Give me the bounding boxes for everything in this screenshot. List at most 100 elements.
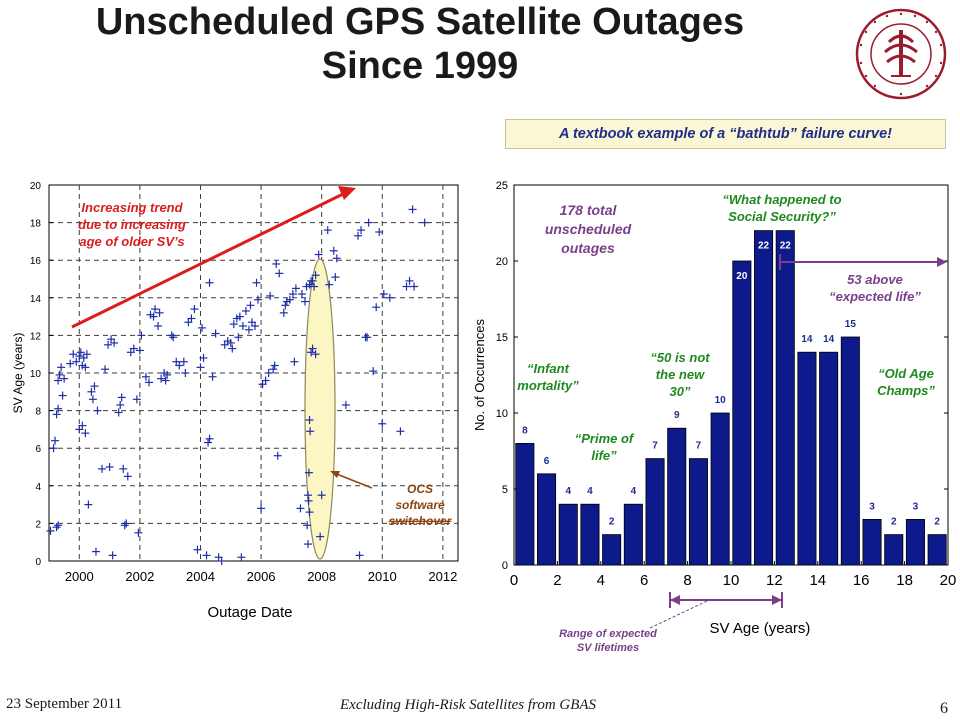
scatter-point [144, 378, 153, 387]
oldage-annotation-line-2: Champs” [877, 383, 935, 398]
bar-chart: 0 5 10 15 20 25 0 2 4 6 8 10 12 14 16 18 20 8 6 4 4 2 4 7 9 7 10 2… [472, 180, 956, 654]
scatter-point [58, 391, 67, 400]
trend-annotation-line-2: due to increasing [78, 217, 186, 232]
scatter-point [270, 361, 279, 370]
scatter-point [81, 429, 90, 438]
bar-value-labels: 8 6 4 4 2 4 7 9 7 10 20 22 22 14 14 15 3 2 3 2 [522, 241, 940, 528]
footer-date: 23 September 2011 [6, 696, 123, 712]
scatter-xlabel: Outage Date [207, 604, 292, 621]
bar-xtick-label: 16 [853, 572, 870, 589]
scatter-point [66, 359, 75, 368]
scatter-point [273, 451, 282, 460]
scatter-xtick-label: 2006 [247, 569, 276, 584]
scatter-point [151, 305, 160, 314]
bar [927, 534, 947, 566]
scatter-point [332, 254, 341, 263]
bar-xtick-label: 18 [896, 572, 913, 589]
title-line-1: Unscheduled GPS Satellite Outages [95, 1, 745, 43]
scatter-point [110, 338, 119, 347]
bar [775, 230, 795, 566]
scatter-point [288, 290, 297, 299]
ocs-ellipse [304, 258, 336, 560]
scatter-point [269, 365, 278, 374]
above-life-arrowhead [937, 257, 947, 267]
scatter-xtick-label: 2000 [65, 569, 94, 584]
footer-title: Excluding High-Risk Satellites from GBAS [340, 697, 597, 713]
scatter-point [357, 226, 366, 235]
scatter-point [314, 250, 323, 259]
scatter-point [279, 308, 288, 317]
scatter-point [217, 557, 226, 565]
bar [797, 351, 817, 566]
ocs-arrow [333, 472, 373, 489]
scatter-point [154, 322, 163, 330]
scatter-point [175, 361, 184, 370]
scatter-point [81, 363, 90, 372]
scatter-point [52, 410, 61, 419]
trend-arrow [71, 192, 344, 329]
scatter-point [90, 382, 99, 391]
bar [710, 412, 730, 566]
scatter-point [238, 322, 247, 330]
trend-annotation-line-3: age of older SV’s [79, 234, 184, 249]
scatter-point [405, 276, 414, 285]
scatter-point [105, 463, 114, 471]
scatter-point [244, 325, 253, 334]
scatter-point [304, 496, 313, 505]
scatter-point [129, 344, 138, 353]
ocs-annotation-line-1: OCS [407, 482, 433, 496]
scatter-point [237, 553, 246, 562]
scatter-point [163, 370, 172, 379]
bar-value-label: 2 [891, 517, 897, 528]
scatter-xtick-label: 2002 [125, 569, 154, 584]
scatter-point [261, 376, 270, 385]
scatter-point [297, 290, 306, 299]
bars [515, 230, 947, 566]
scatter-ytick-label: 6 [35, 444, 41, 455]
bar [515, 442, 535, 566]
bar [884, 534, 904, 566]
bar [688, 458, 708, 566]
bar [623, 503, 643, 566]
scatter-point [229, 320, 238, 329]
scatter-point [303, 521, 312, 530]
scatter-point [235, 312, 244, 321]
scatter-xtick-label: 2008 [307, 569, 336, 584]
bar [732, 260, 752, 566]
scatter-point [193, 545, 202, 554]
scatter-point [290, 357, 299, 366]
scatter-point [116, 400, 125, 409]
bar-xtick-label: 10 [723, 572, 740, 589]
total-annotation-line-1: 178 total [560, 202, 618, 218]
scatter-plot-area [48, 184, 459, 562]
scatter-point [310, 282, 319, 291]
fifty-annotation-line-2: the new [656, 367, 705, 382]
scatter-point [372, 303, 381, 312]
scatter-point [114, 408, 123, 417]
scatter-point [117, 393, 126, 402]
scatter-point [202, 551, 211, 560]
scatter-point [169, 333, 178, 342]
prime-annotation-line-2: life” [591, 448, 617, 463]
scatter-point [181, 369, 190, 377]
scatter-point [55, 370, 64, 379]
scatter-ytick-label: 4 [35, 482, 41, 493]
scatter-point [157, 374, 166, 383]
scatter-point [252, 278, 261, 287]
scatter-point [211, 329, 220, 338]
bar [580, 503, 600, 566]
scatter-point [197, 323, 206, 332]
scatter-point [155, 308, 164, 317]
scatter-point [54, 521, 63, 530]
bar-value-label: 2 [609, 517, 615, 528]
bar [602, 534, 622, 566]
bar-value-label: 2 [934, 517, 940, 528]
scatter-point [354, 231, 363, 240]
scatter-point [54, 404, 63, 413]
scatter-point [306, 427, 315, 436]
scatter-point [379, 290, 388, 299]
scatter-point [375, 228, 384, 236]
bar-value-label: 14 [823, 334, 835, 345]
ocs-annotation-line-3: switchover [389, 514, 453, 528]
bar-value-label: 22 [758, 241, 770, 252]
